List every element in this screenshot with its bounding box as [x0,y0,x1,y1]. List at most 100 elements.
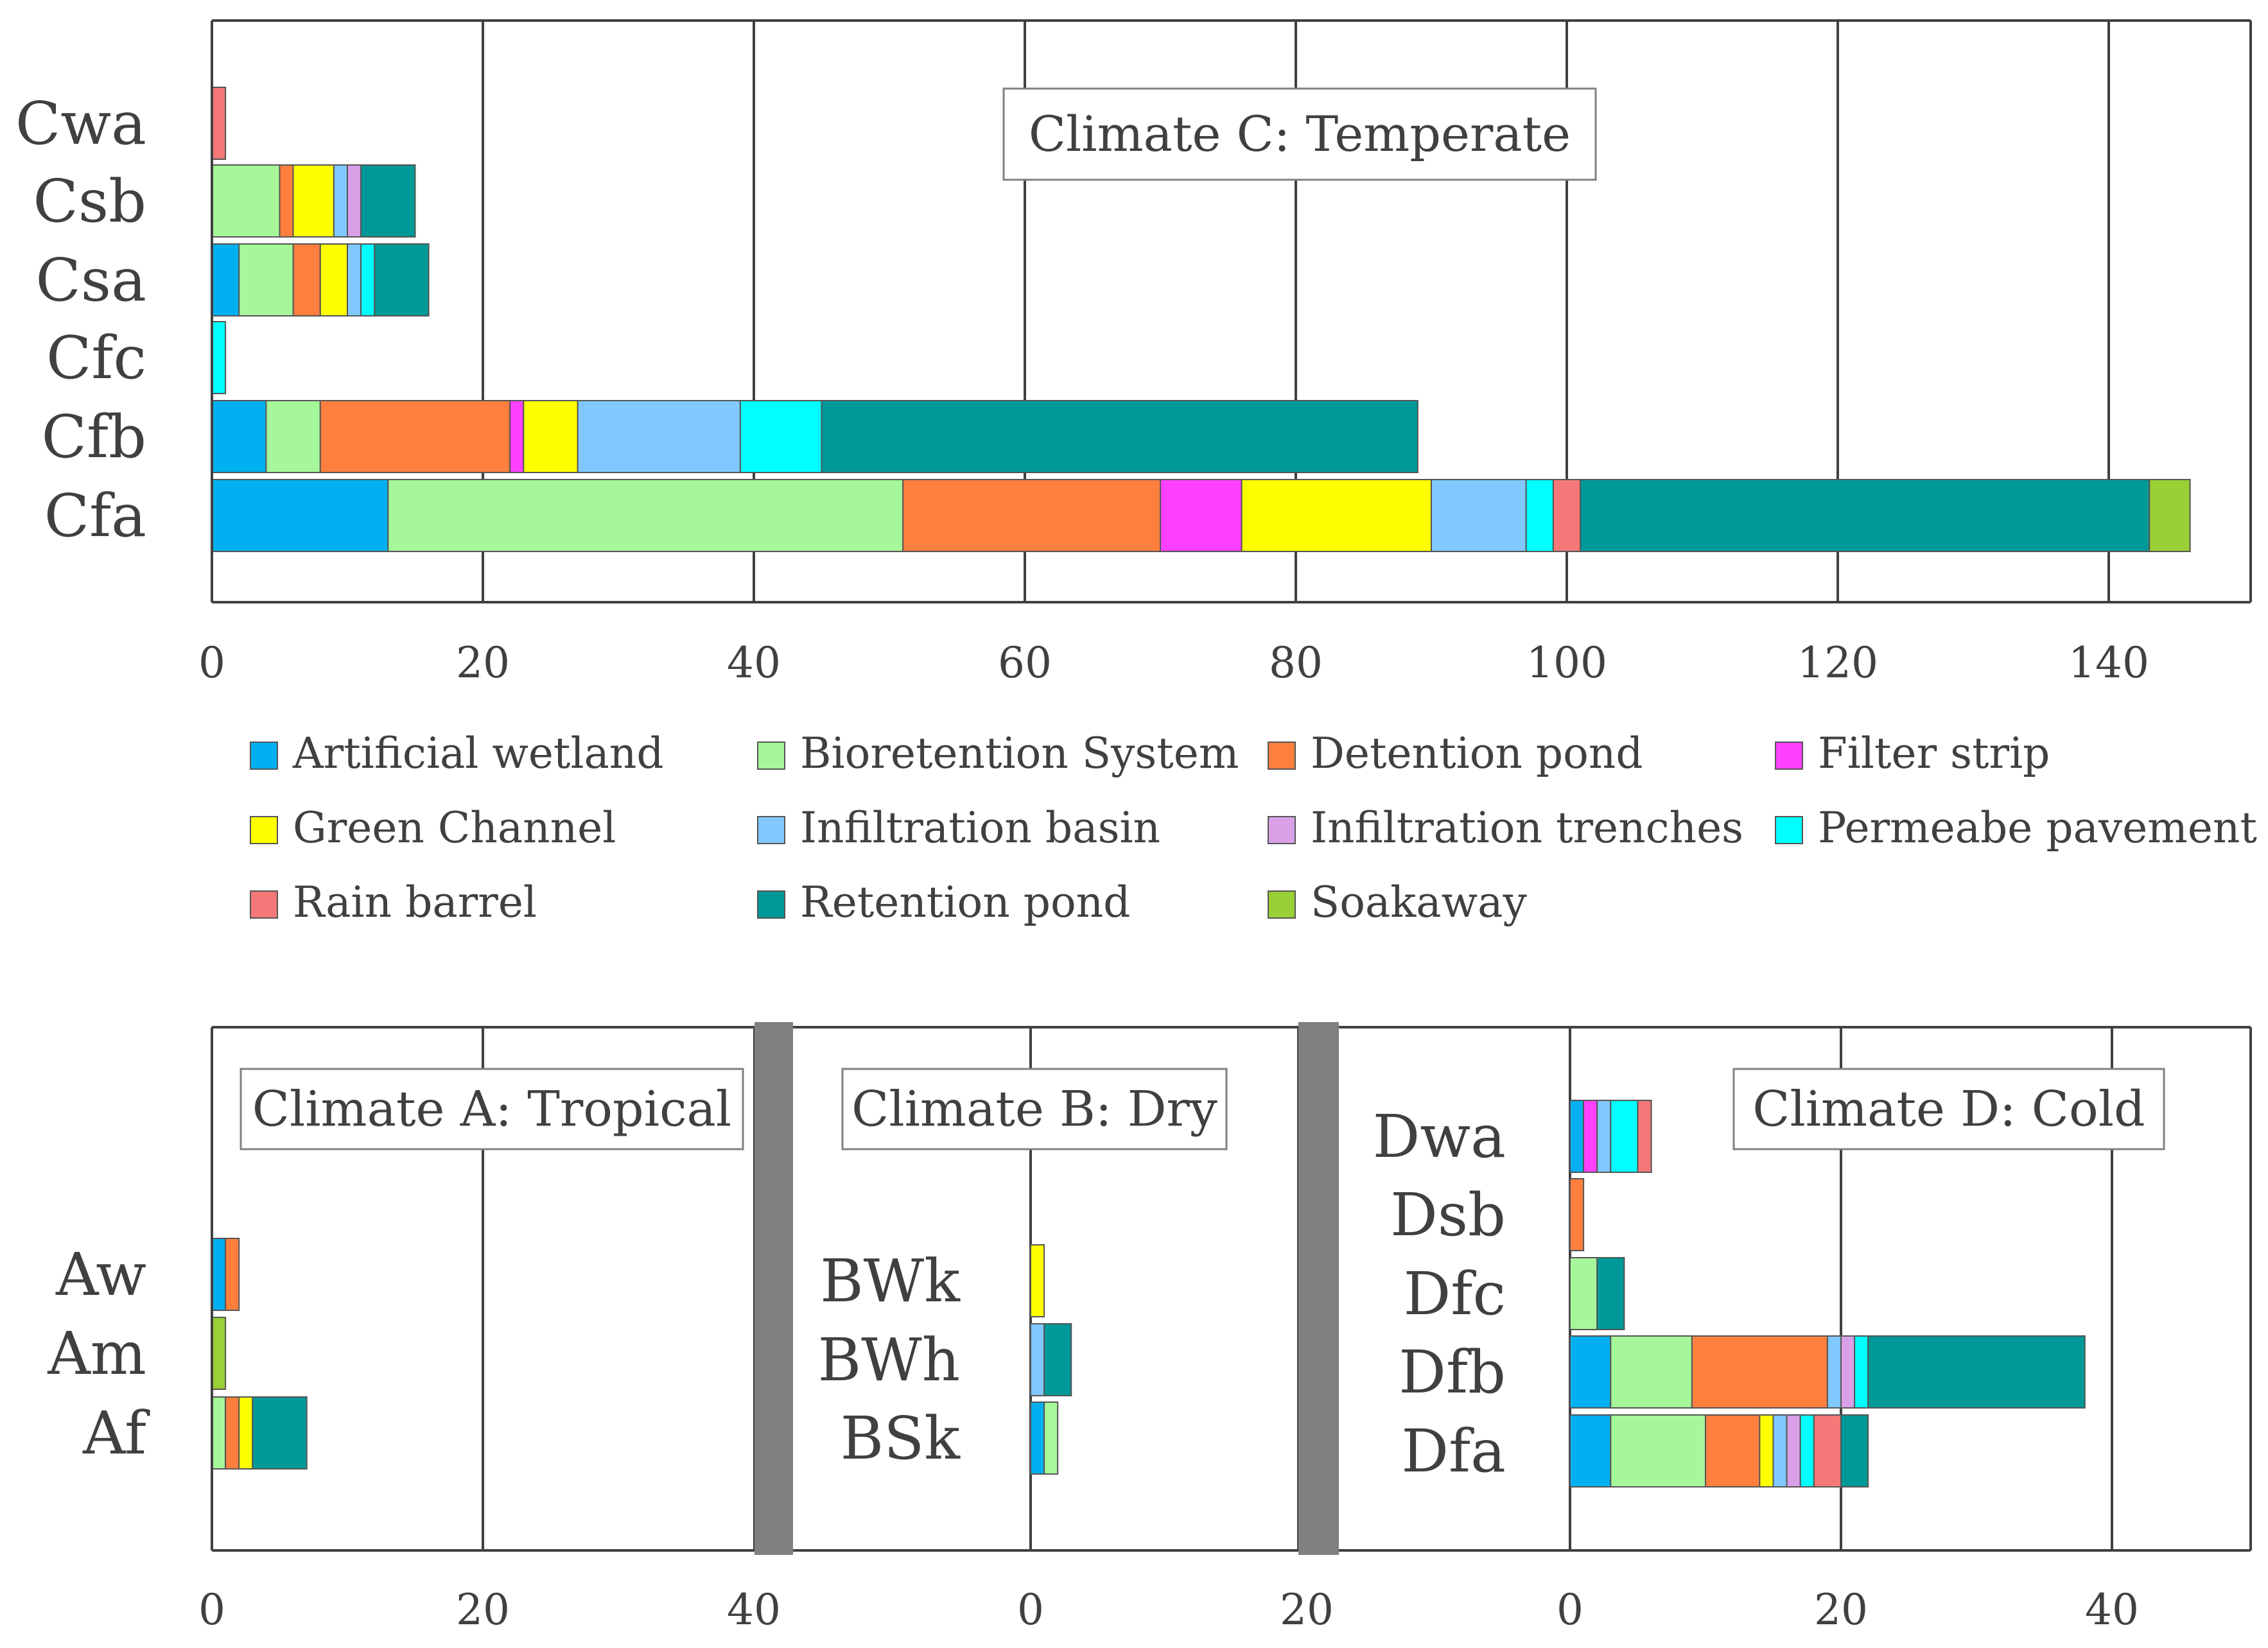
panel-climate-a-tropical-tick-label-0: 0 [198,1585,225,1635]
legend-item-retention-pond: Retention pond [757,878,1130,927]
bar-dfa-permeabe-pavement [1799,1414,1815,1488]
legend-label-detention-pond: Detention pond [1311,729,1643,778]
bar-csa-infiltration-basin [347,243,362,317]
bar-dfb-retention-pond [1867,1335,2086,1409]
panel-climate-a-tropical-tick-label-20: 20 [456,1585,510,1635]
bar-dfa-green-channel [1759,1414,1774,1488]
bar-bwh-retention-pond [1043,1323,1072,1396]
panel-climate-d-cold-tick-label-20: 20 [1814,1585,1868,1635]
legend-swatch-soakaway [1268,890,1296,919]
legend-swatch-permeabe-pavement [1775,816,1803,844]
panel-climate-c-temperate-tick-label-140: 140 [2068,638,2149,688]
panel-climate-c-temperate-tick-label-20: 20 [456,638,510,688]
panel-climate-c-temperate-title-box [1002,87,1597,181]
panel-climate-b-dry-tick-label-20: 20 [1280,1585,1334,1635]
panel-climate-a-tropical-title-box [240,1068,744,1150]
bar-bsk-artificial-wetland [1030,1401,1045,1475]
bar-af-detention-pond [225,1396,240,1470]
category-label-bwk: BWk [820,1247,961,1315]
panel-climate-c-temperate-tick-label-100: 100 [1526,638,1607,688]
category-label-bwh: BWh [818,1326,960,1394]
legend-swatch-detention-pond [1268,742,1296,770]
bar-af-retention-pond [252,1396,308,1470]
category-label-cfb: Cfb [42,403,146,471]
axis-break-bar-1 [755,1022,793,1555]
legend-swatch-filter-strip [1775,742,1803,770]
bar-cfb-filter-strip [509,400,525,473]
panel-climate-c-temperate-tick-label-0: 0 [198,638,225,688]
category-label-dsb: Dsb [1390,1181,1506,1249]
bar-csa-permeabe-pavement [360,243,376,317]
bar-csb-infiltration-basin [333,164,349,238]
legend-label-infiltration-trenches: Infiltration trenches [1311,803,1743,853]
bar-cfa-rain-barrel [1552,479,1582,552]
legend-swatch-green-channel [250,816,278,844]
axis-break-bar-2 [1298,1022,1339,1555]
bar-dwa-filter-strip [1583,1100,1598,1173]
bar-cfb-artificial-wetland [211,400,267,473]
bar-dfb-bioretention-system [1610,1335,1693,1409]
legend-swatch-rain-barrel [250,890,278,919]
bar-am-soakaway [211,1317,227,1390]
legend-label-soakaway: Soakaway [1311,878,1527,927]
bar-dfc-retention-pond [1596,1257,1625,1330]
bar-cfb-retention-pond [821,400,1418,473]
panel-climate-d-cold-tick-label-40: 40 [2085,1585,2139,1635]
bar-cfa-bioretention-system [387,479,904,552]
bar-dfb-infiltration-basin [1826,1335,1842,1409]
category-label-cwa: Cwa [15,89,146,158]
bar-dfc-bioretention-system [1569,1257,1598,1330]
bar-csb-bioretention-system [211,164,281,238]
bar-dfb-permeabe-pavement [1854,1335,1869,1409]
bar-csb-detention-pond [279,164,294,238]
category-label-am: Am [47,1319,146,1388]
bar-dfb-artificial-wetland [1569,1335,1612,1409]
category-label-af: Af [82,1399,150,1468]
legend-swatch-infiltration-basin [757,816,785,844]
bar-dfa-artificial-wetland [1569,1414,1612,1488]
bar-cfc-permeabe-pavement [211,321,227,394]
legend-item-artificial-wetland: Artificial wetland [250,729,664,778]
panel-climate-a-tropical-tick-label-40: 40 [727,1585,781,1635]
bar-cfb-green-channel [523,400,579,473]
category-label-dfb: Dfb [1399,1338,1506,1407]
category-label-dfa: Dfa [1401,1417,1506,1486]
bar-dfa-bioretention-system [1610,1414,1707,1488]
bar-cfb-permeabe-pavement [739,400,823,473]
legend-label-filter-strip: Filter strip [1818,729,2050,778]
bar-cfa-filter-strip [1160,479,1243,552]
bar-csa-artificial-wetland [211,243,240,317]
legend-item-detention-pond: Detention pond [1268,729,1643,778]
legend-label-rain-barrel: Rain barrel [293,878,537,927]
panel-climate-d-cold-title: Climate D: Cold [1752,1080,2145,1138]
bar-cfa-detention-pond [902,479,1161,552]
bar-dsb-detention-pond [1569,1178,1585,1251]
bar-csa-retention-pond [374,243,430,317]
legend-swatch-artificial-wetland [250,742,278,770]
panel-climate-b-dry-title-box [841,1068,1228,1150]
category-label-cfa: Cfa [44,481,146,550]
bar-dwa-permeabe-pavement [1610,1100,1639,1173]
legend-swatch-retention-pond [757,890,785,919]
panel-climate-c-temperate-tick-label-80: 80 [1269,638,1323,688]
bar-csb-retention-pond [360,164,416,238]
legend-item-infiltration-basin: Infiltration basin [757,803,1160,853]
bar-dfa-rain-barrel [1813,1414,1842,1488]
legend-label-permeabe-pavement: Permeabe pavement [1818,803,2257,853]
panel-climate-a-tropical-title: Climate A: Tropical [252,1080,731,1138]
panel-climate-c-temperate-tick-label-120: 120 [1797,638,1878,688]
panel-climate-c-temperate-tick-label-40: 40 [727,638,781,688]
bar-dfb-infiltration-trenches [1840,1335,1856,1409]
legend-item-green-channel: Green Channel [250,803,616,853]
bar-cfa-infiltration-basin [1431,479,1527,552]
bar-dfa-retention-pond [1840,1414,1869,1488]
legend-swatch-bioretention-system [757,742,785,770]
bar-aw-artificial-wetland [211,1238,227,1311]
bar-cfa-artificial-wetland [211,479,389,552]
bar-dwa-rain-barrel [1637,1100,1652,1173]
legend-label-retention-pond: Retention pond [800,878,1130,927]
legend-label-green-channel: Green Channel [293,803,616,853]
bar-csb-infiltration-trenches [347,164,362,238]
